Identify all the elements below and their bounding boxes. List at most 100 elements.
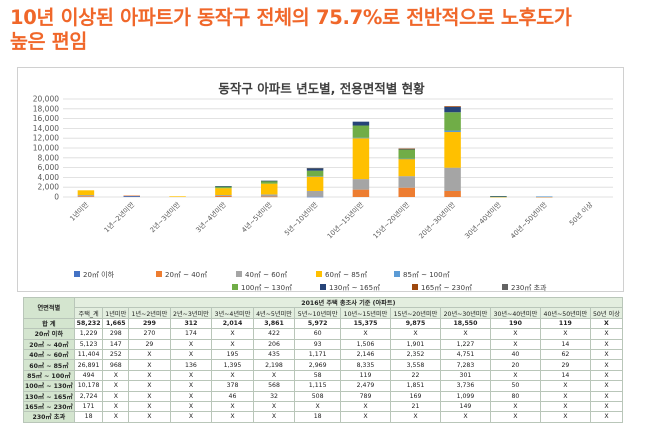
table-cell: X (589, 369, 624, 382)
table-cell: 58 (294, 369, 342, 382)
table-cell: 1,665 (102, 317, 130, 330)
table-cell: 10,178 (73, 380, 104, 392)
stacked-bar-chart: 02,0004,0006,0008,00010,00012,00014,0001… (33, 95, 613, 292)
table-cell: 29 (128, 338, 171, 350)
table-cell: 2,969 (294, 359, 342, 371)
table-cell: X (294, 400, 342, 413)
x-tick-label: 3년~4년미만 (194, 200, 228, 234)
table-row-label: 합 계 (23, 317, 75, 330)
table-cell: 435 (252, 348, 296, 361)
table-cell: X (211, 411, 254, 423)
table-cell: X (252, 400, 296, 413)
table-cell: X (390, 328, 441, 340)
bar-segment (306, 170, 324, 177)
bar-segment (77, 190, 95, 196)
bar-segment (444, 106, 461, 107)
table-column-header: 2년~3년미만 (169, 307, 213, 319)
table-cell: X (539, 411, 591, 423)
table-cell: 29 (539, 359, 591, 371)
bar-segment (490, 196, 507, 197)
table-row: 합 계 58,232 1,665 299 312 2,014 3,861 5,972 15,37… (23, 317, 624, 330)
y-tick-label: 10,000 (33, 144, 59, 153)
table-cell: X (539, 390, 591, 402)
legend-swatch (236, 271, 242, 277)
bar-segment (215, 186, 232, 187)
table-column-header: 4년~5년미만 (252, 307, 296, 319)
y-tick-label: 14,000 (33, 124, 59, 133)
table-cell: 32 (252, 390, 296, 402)
x-tick-label: 4년~5년미만 (239, 200, 273, 234)
table-cell: 169 (390, 390, 441, 402)
table-cell: 20 (489, 359, 541, 371)
chart-panel: 동작구 아파트 년도별, 전용면적별 현황 0 2,000 4,000 6,000 8,… (17, 67, 624, 292)
table-cell: 22 (390, 369, 441, 382)
x-tick-label: 2년~3년미만 (148, 200, 182, 234)
legend-swatch (412, 284, 418, 290)
y-tick-label: 18,000 (33, 104, 59, 113)
table-cell: X (169, 348, 213, 361)
table-column-header: 15년~20년미만 (390, 307, 441, 319)
y-tick-label: 0 (54, 193, 59, 202)
table-cell: X (589, 348, 624, 361)
table-row: 230㎡ 초과 18 X X X X X 18 X X X X X X (23, 411, 624, 423)
bar-segment (261, 180, 278, 184)
y-tick-label: 20,000 (33, 95, 59, 104)
table-cell: X (589, 380, 624, 392)
table-cell: X (252, 411, 296, 423)
table-cell: X (211, 338, 254, 350)
table-cell: X (211, 369, 254, 382)
table-cell: 3,736 (439, 380, 491, 392)
legend-label: 20㎡ 이하 (83, 270, 115, 279)
table-cell: X (589, 390, 624, 402)
table-cell: X (489, 411, 541, 423)
table-cell: 26,891 (73, 359, 104, 371)
table-row-label: 165㎡ ~ 230㎡ (23, 400, 75, 413)
table-cell: 3,558 (390, 359, 441, 371)
legend-swatch (502, 284, 508, 290)
bar-segment (306, 196, 324, 198)
table-cell: X (128, 369, 171, 382)
table-column-header: 30년~40년미만 (489, 307, 541, 319)
table-cell: 46 (211, 390, 254, 402)
table-cell: X (169, 390, 213, 402)
bar-segment (398, 158, 415, 160)
x-tick-label: 10년~15년미만 (325, 200, 365, 240)
table-cell: X (589, 328, 624, 340)
table-cell: X (102, 369, 130, 382)
table-cell: 2,479 (340, 380, 391, 392)
bar-segment (261, 183, 278, 195)
table-cell: 119 (539, 317, 591, 330)
table-group-header: 2016년 주택 총조사 기준 (아파트) (73, 296, 624, 309)
bar-segment (306, 176, 324, 177)
table-cell: 508 (294, 390, 342, 402)
bar-segment (352, 121, 370, 126)
table-cell: 1,115 (294, 380, 342, 392)
table-cell: 5,972 (294, 317, 342, 330)
table-cell: 4,751 (439, 348, 491, 361)
table-cell: 14 (539, 338, 591, 350)
table-cell: X (169, 411, 213, 423)
bar-segment (398, 176, 415, 188)
table-row-label: 20㎡ ~ 40㎡ (23, 338, 75, 350)
y-tick-label: 2,000 (38, 183, 60, 192)
table-cell: X (489, 338, 541, 350)
table-cell: 301 (439, 369, 491, 382)
table-row-label: 40㎡ ~ 60㎡ (23, 348, 75, 361)
table-cell: 9,875 (390, 317, 441, 330)
bar-segment (444, 130, 461, 133)
table-column-header: 50년 이상 (589, 307, 624, 319)
table-cell: 8,335 (340, 359, 391, 371)
bar-segment (261, 196, 278, 198)
legend-label: 60㎡ ~ 85㎡ (325, 271, 367, 279)
table-row-label: 100㎡ ~ 130㎡ (23, 380, 75, 392)
legend-label: 165㎡ ~ 230㎡ (421, 284, 472, 292)
x-tick-label: 1년미만 (68, 200, 91, 223)
table-row: 165㎡ ~ 230㎡ 171 X X X X X X X 21 149 X X X (23, 400, 624, 413)
table-cell: X (102, 390, 130, 402)
table-cell: 195 (211, 348, 254, 361)
table-corner-header: 연면적별 (23, 297, 75, 319)
legend-label: 40㎡ ~ 60㎡ (245, 271, 287, 279)
bar-segment (536, 196, 553, 198)
table-cell: X (169, 338, 213, 350)
table-cell: X (489, 400, 541, 413)
